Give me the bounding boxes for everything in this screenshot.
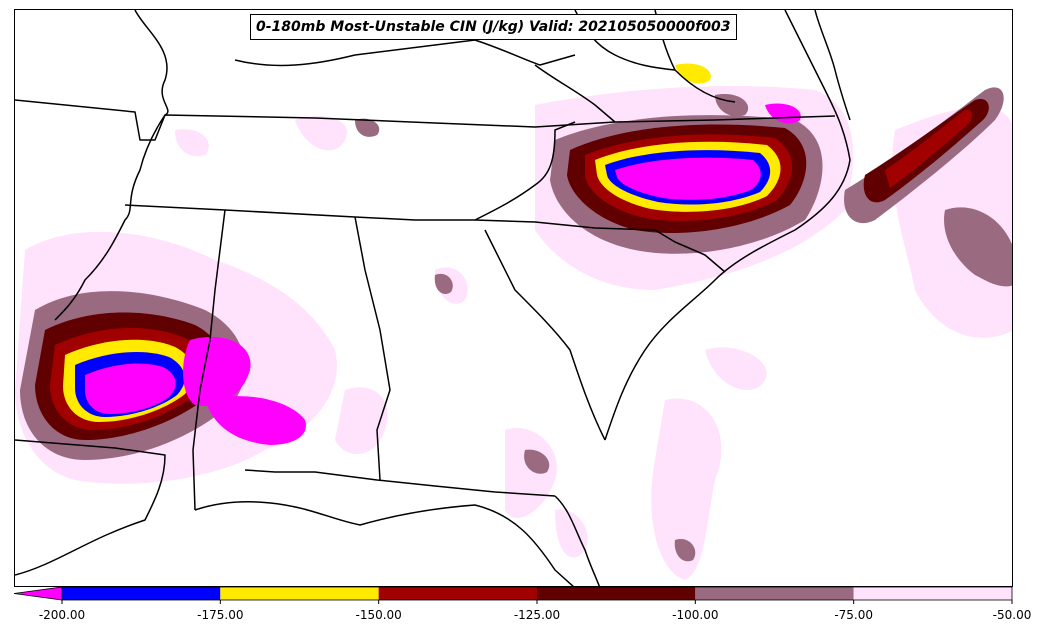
- colorbar-tick-label: -125.00: [513, 608, 561, 622]
- colorbar-tick-label: -75.00: [834, 608, 873, 622]
- colorbar-bin: [378, 587, 537, 600]
- colorbar-tick-label: -200.00: [38, 608, 86, 622]
- colorbar-extend-min: [13, 586, 63, 601]
- colorbar-tick-label: -175.00: [197, 608, 244, 622]
- state-boundaries: [15, 10, 851, 586]
- colorbar-tick-label: -100.00: [672, 608, 719, 622]
- colorbar-bin: [220, 587, 379, 600]
- colorbar-tick-label: -50.00: [992, 608, 1032, 622]
- colorbar-bin: [695, 587, 854, 600]
- colorbar-bin: [62, 587, 221, 600]
- cin-map: [15, 10, 1012, 586]
- colorbar: [13, 586, 1013, 604]
- map-title: 0-180mb Most-Unstable CIN (J/kg) Valid: …: [250, 14, 737, 40]
- colorbar-bin: [537, 587, 696, 600]
- colorbar-bin: [853, 587, 1012, 600]
- cin-shading: [15, 63, 1012, 580]
- map-panel: [14, 9, 1013, 587]
- colorbar-tick-label: -150.00: [355, 608, 402, 622]
